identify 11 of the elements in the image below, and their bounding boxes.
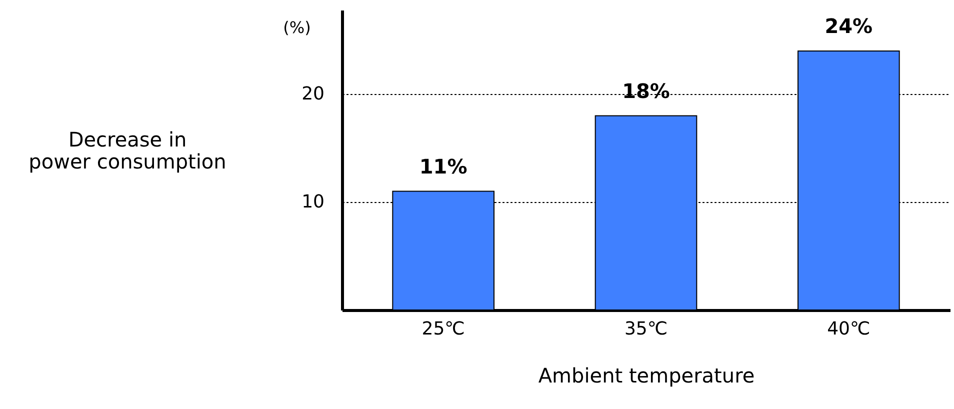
x-tick-label: 40℃ bbox=[827, 318, 870, 340]
x-tick-label: 35℃ bbox=[624, 318, 668, 340]
y-tick-label: 10 bbox=[302, 192, 324, 213]
data-label: 11% bbox=[419, 154, 468, 178]
text: (%) bbox=[283, 18, 311, 37]
data-label: 24% bbox=[824, 14, 873, 38]
y-tick-label: 20 bbox=[302, 84, 324, 105]
data-label: 18% bbox=[622, 78, 670, 103]
x-tick-label: 25℃ bbox=[422, 318, 465, 340]
y-axis-title: Decrease in power consumption bbox=[28, 128, 226, 174]
x-axis-title: Ambient temperature bbox=[538, 364, 755, 388]
